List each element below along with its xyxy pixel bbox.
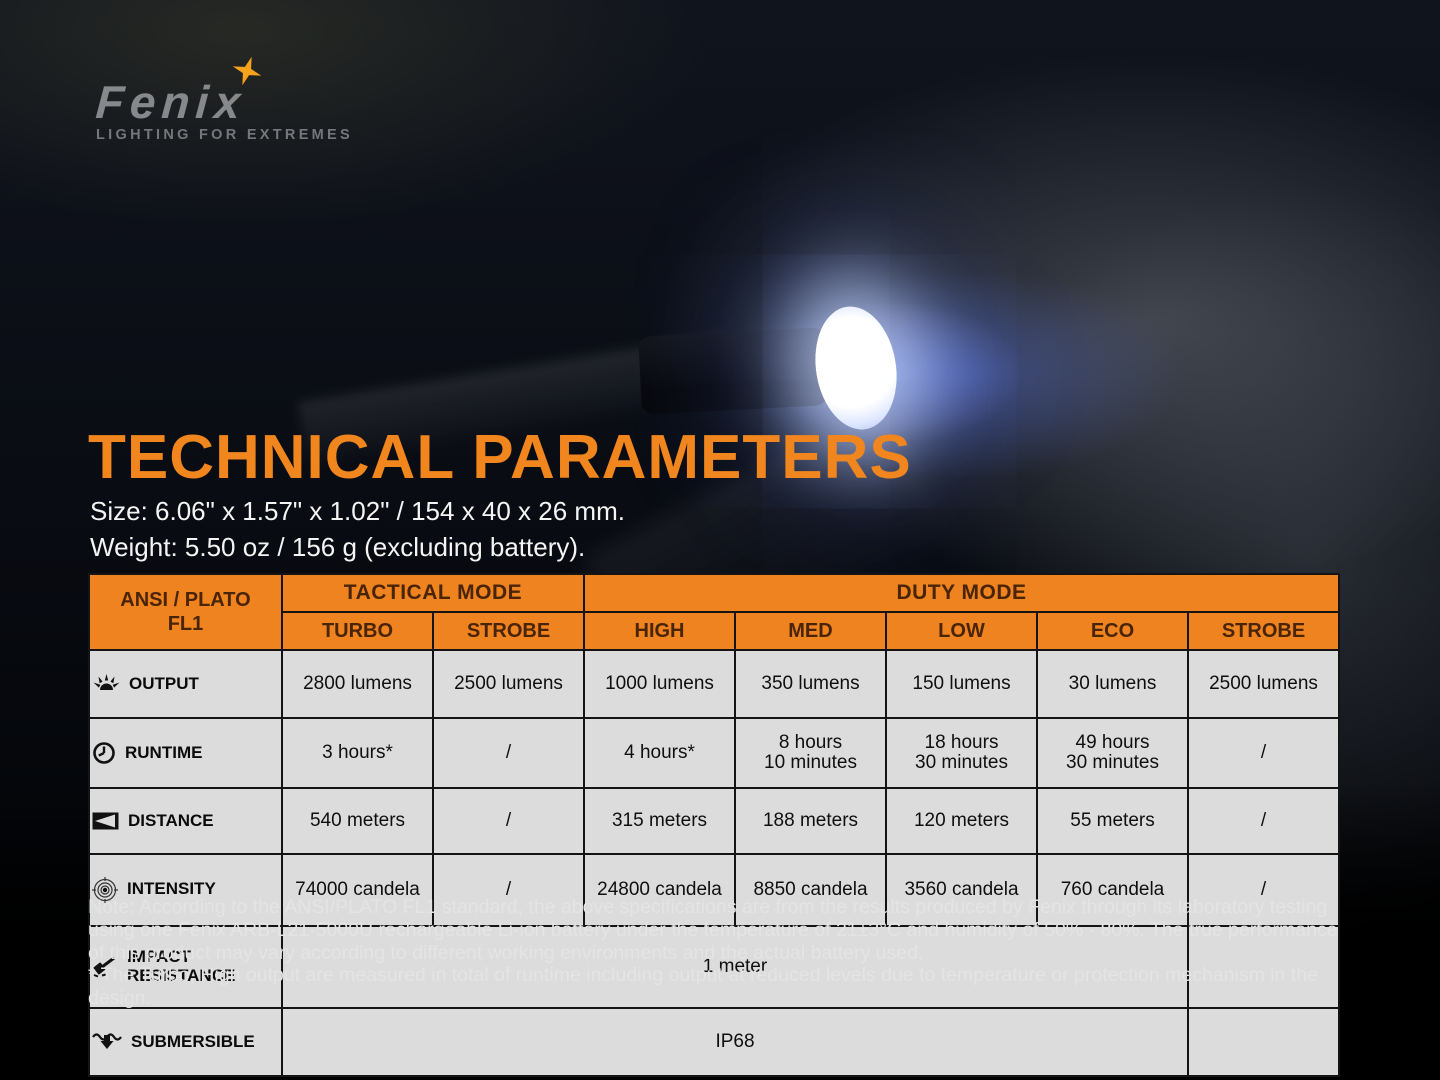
mode-header-strobe-duty: STROBE (1187, 611, 1340, 651)
size-spec: Size: 6.06" x 1.57" x 1.02" / 154 x 40 x… (90, 496, 625, 526)
fenix-logo: Fenix LIGHTING FOR EXTREMES (94, 56, 353, 143)
spec-cell: / (1187, 716, 1340, 789)
row-label: RUNTIME (125, 742, 203, 762)
spec-cell: / (1187, 786, 1340, 855)
weight-spec: Weight: 5.50 oz / 156 g (excluding batte… (90, 532, 586, 562)
spec-row-output: OUTPUT 2800 lumens 2500 lumens 1000 lume… (88, 649, 1340, 719)
spec-cell: 24800 candela (583, 852, 736, 927)
mode-header-strobe-tactical: STROBE (432, 611, 585, 651)
mode-header-row: TURBO STROBE HIGH MED LOW ECO STROBE (89, 611, 1340, 651)
spec-cell: 4 hours* (583, 716, 736, 789)
mode-header-low: LOW (885, 611, 1038, 651)
spec-cell: / (432, 786, 585, 855)
row-label: INTENSITY (127, 879, 216, 899)
spec-row-runtime: RUNTIME 3 hours* / 4 hours* 8 hours 10 m… (88, 716, 1340, 789)
row-label-cell: IMPACT RESISTANCE (88, 924, 283, 1010)
row-label: OUTPUT (129, 673, 199, 693)
mode-header-turbo: TURBO (281, 611, 434, 651)
intensity-target-icon (92, 876, 118, 903)
submersible-icon (92, 1031, 122, 1053)
spec-cell: 8 hours 10 minutes (734, 716, 887, 789)
spec-cell: 350 lumens (734, 649, 887, 719)
spec-cell: 74000 candela (281, 852, 434, 927)
spec-cell: 2800 lumens (281, 649, 434, 719)
fenix-tagline: LIGHTING FOR EXTREMES (96, 127, 353, 143)
spec-cell: 55 meters (1036, 786, 1189, 855)
note-standard: Note: According to the ANSI/PLATO FL1 st… (88, 896, 1338, 964)
group-header-row: ANSI / PLATO FL1 TACTICAL MODE DUTY MODE (88, 573, 1340, 651)
spec-table: ANSI / PLATO FL1 TACTICAL MODE DUTY MODE… (88, 573, 1340, 1077)
corner-header: ANSI / PLATO FL1 (88, 573, 283, 651)
note-asterisk: * The Turbo, High output are measured in… (88, 964, 1318, 1010)
mode-header-high: HIGH (583, 611, 736, 651)
fenix-logo-text: Fenix (94, 76, 248, 128)
spec-cell: / (1187, 852, 1340, 927)
row-label-cell: OUTPUT (88, 649, 283, 719)
spec-cell: 188 meters (734, 786, 887, 855)
spec-cell: 315 meters (583, 786, 736, 855)
mode-header-eco: ECO (1036, 611, 1189, 651)
spec-cell: 760 candela (1036, 852, 1189, 927)
row-label-cell: SUBMERSIBLE (88, 1007, 283, 1077)
row-label: DISTANCE (128, 810, 214, 830)
spec-row-submersible: SUBMERSIBLE IP68 (88, 1007, 1340, 1077)
impact-span-cell: 1 meter (281, 924, 1189, 1010)
row-label-cell: DISTANCE (88, 786, 283, 855)
clock-icon (92, 741, 116, 765)
spec-cell: 2500 lumens (432, 649, 585, 719)
beam-distance-icon (92, 811, 119, 831)
mode-header-med: MED (734, 611, 887, 651)
spec-cell: / (432, 716, 585, 789)
spec-cell: 3 hours* (281, 716, 434, 789)
spec-cell: 18 hours 30 minutes (885, 716, 1038, 789)
spec-cell: 150 lumens (885, 649, 1038, 719)
spec-row-impact: IMPACT RESISTANCE 1 meter (88, 924, 1340, 1010)
submersible-span-cell: IP68 (281, 1007, 1189, 1077)
spec-cell: 2500 lumens (1187, 649, 1340, 719)
group-header-tactical: TACTICAL MODE (281, 573, 585, 613)
page-title: TECHNICAL PARAMETERS (88, 423, 912, 492)
spec-cell: 3560 candela (885, 852, 1038, 927)
spec-cell: 30 lumens (1036, 649, 1189, 719)
spec-cell: 540 meters (281, 786, 434, 855)
row-label-cell: INTENSITY (88, 852, 283, 927)
spec-cell: 1000 lumens (583, 649, 736, 719)
spec-cell-empty (1187, 1007, 1340, 1077)
spec-cell: 49 hours 30 minutes (1036, 716, 1189, 789)
spec-cell: 120 meters (885, 786, 1038, 855)
spec-cell: 8850 candela (734, 852, 887, 927)
light-output-icon (92, 673, 120, 695)
row-label: IMPACT RESISTANCE (127, 947, 236, 985)
group-header-duty: DUTY MODE (583, 573, 1340, 613)
row-label: SUBMERSIBLE (131, 1031, 255, 1051)
spec-row-distance: DISTANCE 540 meters / 315 meters 188 met… (88, 786, 1340, 855)
row-label-cell: RUNTIME (88, 716, 283, 789)
spec-cell-empty (1187, 924, 1340, 1010)
sparkle-star-icon (232, 56, 262, 86)
spec-row-intensity: INTENSITY 74000 candela / 24800 candela … (88, 852, 1340, 927)
footnotes: Note: According to the ANSI/PLATO FL1 st… (88, 896, 1356, 1010)
flashlight-body-silhouette (638, 327, 828, 415)
spec-cell: / (432, 852, 585, 927)
impact-hammer-icon (92, 955, 118, 979)
